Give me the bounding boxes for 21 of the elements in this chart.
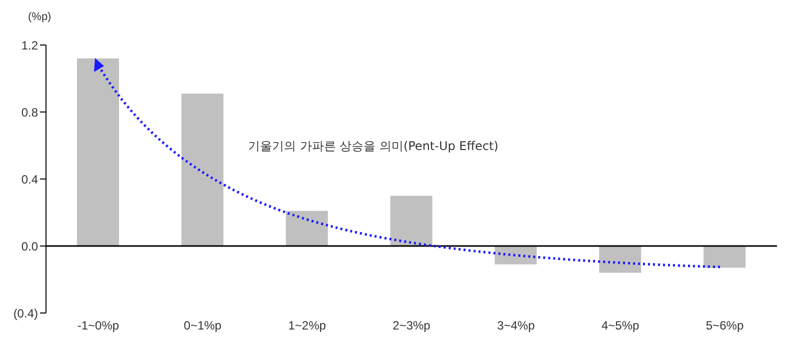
y-axis-title: (%p): [28, 11, 52, 23]
x-tick-label: -1~0%p: [77, 318, 120, 333]
bar: [704, 246, 746, 268]
y-tick-label: 0.4: [21, 172, 38, 186]
x-tick-label: 3~4%p: [497, 318, 536, 333]
bar: [599, 246, 642, 273]
bar: [390, 196, 432, 246]
bar: [286, 210, 328, 246]
y-tick-label: 0.8: [21, 105, 38, 120]
bar: [494, 246, 537, 264]
annotation: 기울기의 가파른 상승을 의미(Pent-Up Effect): [248, 139, 498, 153]
bar: [181, 94, 224, 246]
x-tick-label: 4~5%p: [602, 318, 640, 333]
y-tick-label: (0.4): [13, 306, 38, 320]
y-tick-label: 0.0: [21, 239, 38, 254]
x-tick-label: 0~1%p: [184, 318, 222, 333]
x-tick-label: 5~6%p: [706, 318, 744, 333]
bar: [77, 58, 119, 246]
y-tick-label: 1.2: [21, 38, 38, 52]
x-tick-label: 1~2%p: [288, 318, 326, 333]
x-tick-label: 2~3%p: [392, 318, 431, 333]
